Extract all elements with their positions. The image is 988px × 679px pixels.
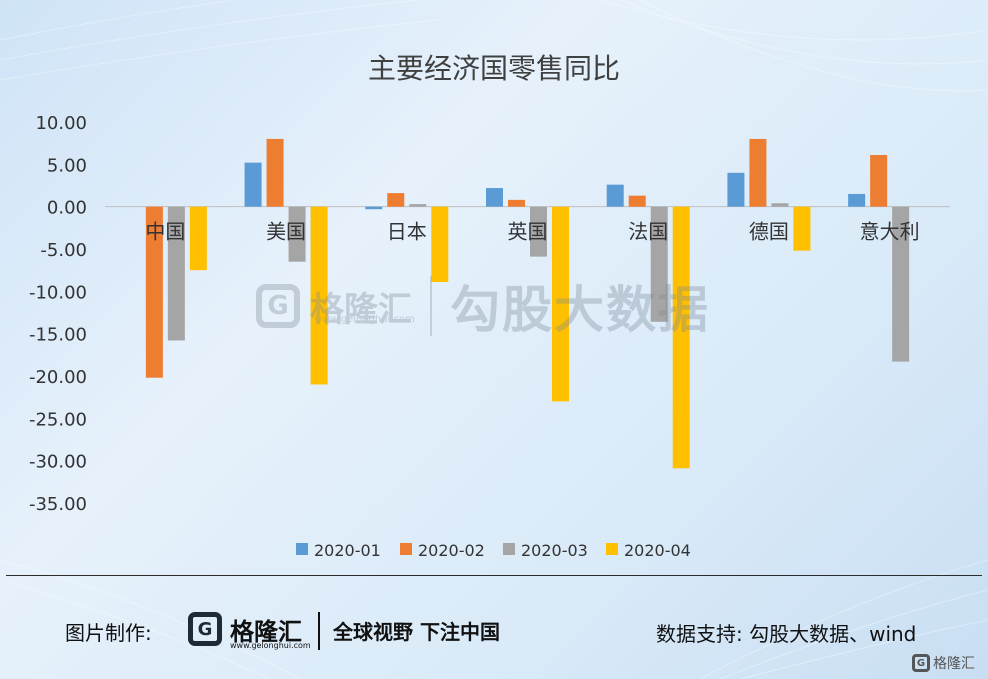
made-by-label: 图片制作: xyxy=(65,621,152,645)
gelonghui-logo-icon: G xyxy=(256,284,300,328)
legend-swatch xyxy=(296,543,308,555)
gelonghui-logo-icon: G xyxy=(188,612,222,646)
bar-2020-03-美国 xyxy=(288,206,306,262)
bar-2020-01-意大利 xyxy=(848,193,866,207)
bar-2020-01-日本 xyxy=(365,206,383,210)
footer-brand: 格隆汇 xyxy=(230,618,302,646)
legend-swatch xyxy=(503,543,515,555)
y-tick-label: 10.00 xyxy=(35,113,87,134)
bar-2020-04-中国 xyxy=(189,206,207,271)
y-tick-label: -30.00 xyxy=(29,452,87,473)
x-category-label: 法国 xyxy=(628,220,668,244)
bar-2020-04-美国 xyxy=(310,206,328,385)
bar-2020-02-英国 xyxy=(508,199,525,207)
bar-2020-04-日本 xyxy=(431,206,449,283)
legend-swatch xyxy=(606,543,618,555)
bar-2020-01-美国 xyxy=(244,162,262,207)
legend-label: 2020-01 xyxy=(314,541,381,560)
bar-2020-02-德国 xyxy=(749,138,767,207)
watermark: G 格隆汇 www.gelonghui.com 勾股大数据 xyxy=(256,270,710,342)
bar-2020-03-日本 xyxy=(409,204,427,207)
bar-chart: 主要经济国零售同比 10.00 5.00 0.00 -5.00 -10.00 -15.00… xyxy=(29,52,950,560)
bar-series xyxy=(145,138,910,469)
legend-label: 2020-04 xyxy=(624,541,691,560)
bar-2020-01-德国 xyxy=(727,172,745,207)
x-category-label: 意大利 xyxy=(860,220,920,244)
bar-2020-02-意大利 xyxy=(870,155,888,207)
watermark-url: www.gelonghui.com xyxy=(314,314,415,325)
bar-2020-04-法国 xyxy=(672,206,690,469)
y-tick-label: -20.00 xyxy=(29,367,87,388)
corner-watermark: G 格隆汇 xyxy=(912,653,975,673)
bar-2020-03-法国 xyxy=(650,206,668,322)
footer-separator xyxy=(318,612,320,650)
y-tick-label: -15.00 xyxy=(29,325,87,346)
y-tick-label: -35.00 xyxy=(29,494,87,515)
footer-url: www.gelonghui.com xyxy=(230,641,311,650)
bar-2020-02-法国 xyxy=(628,195,646,207)
bar-2020-03-中国 xyxy=(167,206,185,341)
x-category-label: 英国 xyxy=(508,220,548,244)
y-tick-label: -25.00 xyxy=(29,409,87,430)
bar-2020-03-德国 xyxy=(771,203,789,207)
footer-slogan: 全球视野 下注中国 xyxy=(333,620,500,644)
legend-label: 2020-03 xyxy=(521,541,588,560)
chart-title: 主要经济国零售同比 xyxy=(368,52,620,85)
x-category-label: 德国 xyxy=(749,220,789,244)
legend-label: 2020-02 xyxy=(418,541,485,560)
y-tick-label: -10.00 xyxy=(29,282,87,303)
bar-2020-02-日本 xyxy=(387,193,405,207)
footer: 图片制作: G 格隆汇 www.gelonghui.com 全球视野 下注中国 … xyxy=(0,600,988,660)
watermark-text: 勾股大数据 xyxy=(450,281,710,339)
data-source: 数据支持: 勾股大数据、wind xyxy=(656,622,917,646)
bar-2020-03-意大利 xyxy=(892,206,910,362)
footer-divider xyxy=(6,575,982,576)
x-axis-labels: 中国 美国 日本 英国 法国 德国 意大利 xyxy=(145,220,919,244)
bar-2020-01-英国 xyxy=(486,188,503,207)
bar-2020-04-德国 xyxy=(793,206,811,251)
bar-2020-02-美国 xyxy=(266,138,284,207)
legend: 2020-01 2020-02 2020-03 2020-04 xyxy=(296,541,691,560)
watermark-brand: 格隆汇 xyxy=(310,289,412,330)
bar-2020-03-英国 xyxy=(530,206,547,257)
bar-2020-02-中国 xyxy=(145,206,163,378)
watermark-divider xyxy=(430,276,432,336)
bar-2020-01-法国 xyxy=(606,184,624,207)
y-tick-label: 0.00 xyxy=(47,198,87,219)
y-tick-label: 5.00 xyxy=(47,155,87,176)
x-category-label: 日本 xyxy=(387,220,427,244)
y-axis: 10.00 5.00 0.00 -5.00 -10.00 -15.00 -20.00 -25.… xyxy=(29,113,87,515)
legend-swatch xyxy=(400,543,412,555)
x-category-label: 美国 xyxy=(266,220,306,244)
corner-brand: 格隆汇 xyxy=(933,656,975,672)
y-tick-label: -5.00 xyxy=(40,240,87,261)
bar-2020-04-英国 xyxy=(552,206,569,402)
gelonghui-logo-icon: G xyxy=(912,654,930,672)
x-category-label: 中国 xyxy=(145,220,185,244)
